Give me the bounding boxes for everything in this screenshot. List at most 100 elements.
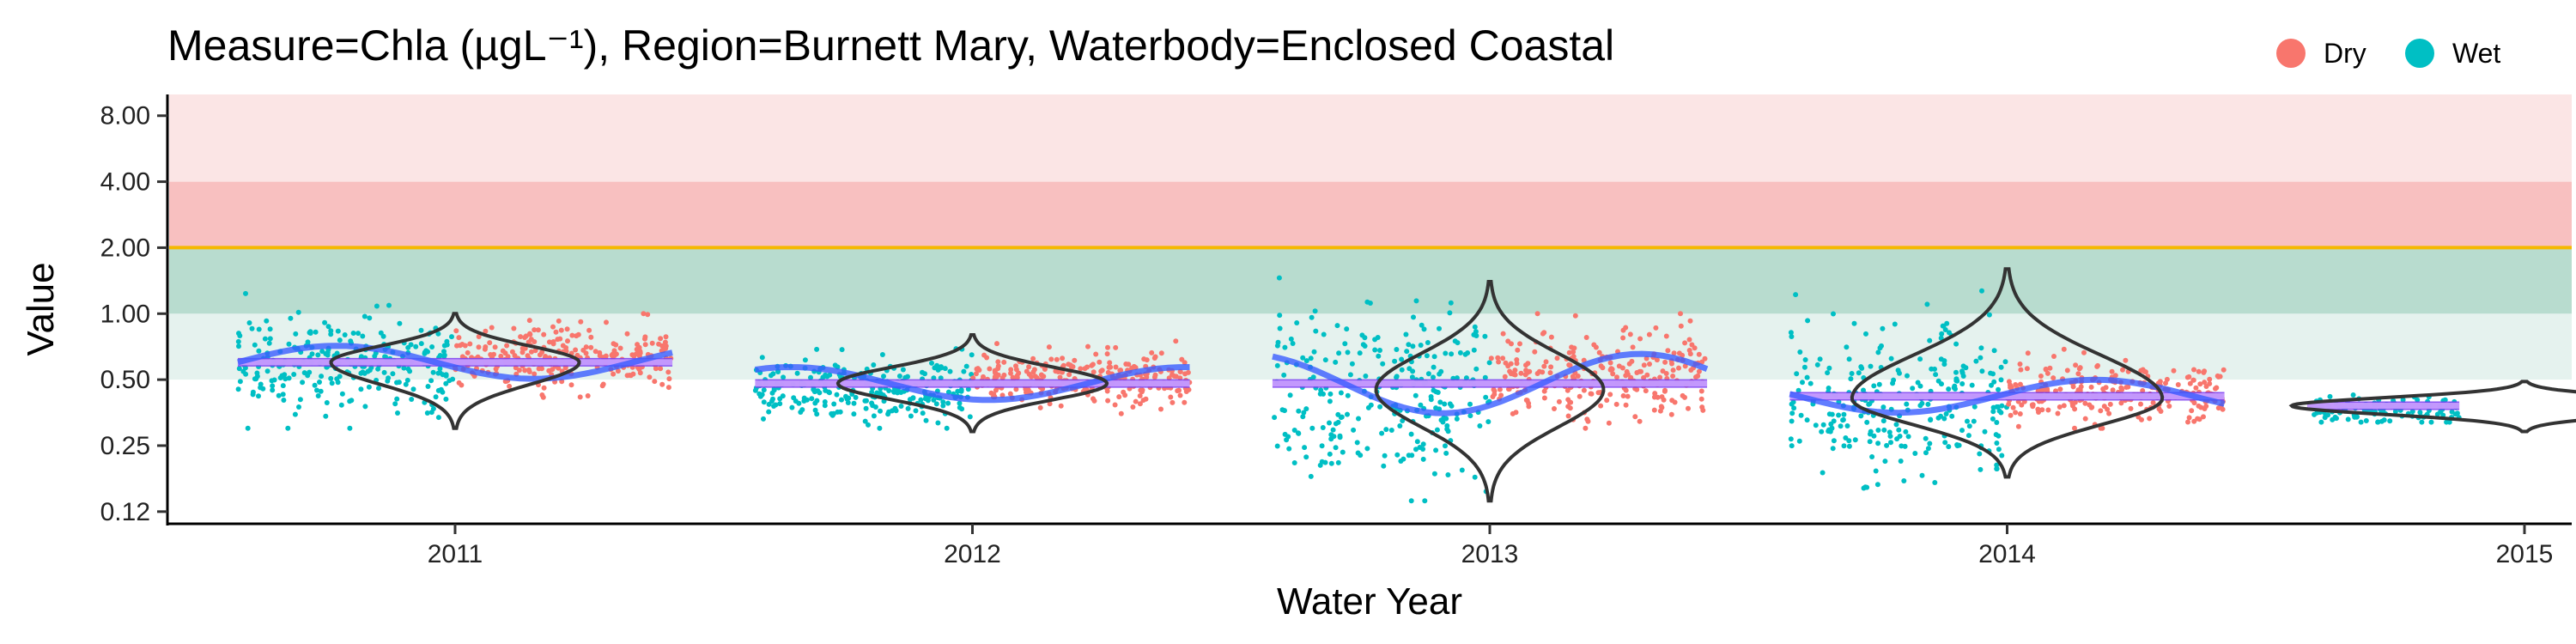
dry-point: [1665, 348, 1671, 354]
dry-point: [1584, 416, 1590, 422]
wet-point: [814, 346, 820, 352]
wet-point: [295, 309, 301, 315]
dry-point: [1093, 351, 1099, 357]
wet-point: [945, 400, 951, 406]
wet-point: [965, 386, 971, 392]
wet-point: [1413, 298, 1419, 304]
wet-point: [869, 400, 875, 406]
dry-point: [1491, 386, 1497, 392]
wet-point: [1971, 404, 1978, 410]
dry-point: [2038, 374, 2044, 379]
dry-point: [604, 319, 609, 325]
wet-point: [872, 404, 878, 410]
dry-point: [2035, 406, 2041, 412]
wet-point: [761, 399, 767, 405]
dry-point: [526, 369, 532, 374]
dry-point: [1663, 371, 1669, 376]
dry-point: [556, 318, 562, 324]
dry-point: [1105, 344, 1110, 350]
wet-point: [1804, 417, 1810, 423]
wet-point: [1443, 350, 1449, 356]
wet-point: [1990, 409, 1996, 415]
dry-point: [498, 353, 504, 359]
wet-point: [250, 389, 256, 395]
wet-point: [1377, 348, 1382, 353]
wet-point: [1949, 413, 1955, 419]
wet-point: [1425, 371, 1431, 377]
dry-point: [995, 359, 1001, 365]
wet-point: [834, 392, 840, 398]
y-axis-title: Value: [20, 262, 62, 355]
wet-point: [1994, 404, 2000, 410]
wet-point: [913, 408, 919, 414]
wet-point: [1868, 428, 1874, 434]
wet-point: [1333, 445, 1339, 451]
dry-point: [1655, 394, 1661, 400]
wet-point: [386, 375, 392, 381]
dry-point: [2018, 367, 2024, 373]
wet-point: [1826, 386, 1832, 391]
wet-point: [1319, 443, 1325, 449]
wet-point: [1408, 431, 1414, 437]
dry-point: [1046, 344, 1052, 350]
wet-point: [957, 400, 963, 406]
dry-point: [1626, 361, 1632, 367]
dry-point: [1583, 335, 1589, 340]
dry-point: [1682, 340, 1688, 346]
wet-point: [1409, 374, 1415, 380]
dry-point: [2109, 368, 2115, 374]
wet-point: [1804, 374, 1810, 380]
dry-point: [1569, 344, 1575, 350]
dry-point: [1171, 374, 1177, 380]
dry-point: [2166, 404, 2172, 409]
dry-point: [1581, 387, 1587, 393]
wet-point: [1377, 404, 1383, 410]
wet-point: [256, 393, 261, 399]
wet-point: [1875, 428, 1881, 433]
wet-point: [1912, 451, 1918, 456]
dry-point: [2013, 410, 2019, 416]
dry-point: [1619, 365, 1625, 371]
wet-point: [1452, 338, 1458, 344]
dry-point: [1532, 349, 1538, 355]
wet-point: [1789, 334, 1795, 339]
dry-point: [1007, 391, 1013, 397]
wet-point: [1841, 443, 1847, 449]
wet-point: [1935, 378, 1941, 384]
wet-point: [839, 347, 845, 353]
dry-point: [1060, 362, 1066, 368]
wet-point: [1969, 382, 1975, 388]
dry-point: [995, 363, 1001, 369]
wet-point: [246, 320, 252, 325]
wet-point: [1462, 351, 1468, 357]
wet-point: [1990, 416, 1996, 422]
dry-point: [1687, 318, 1693, 324]
dry-point: [512, 353, 518, 359]
dry-point: [1104, 388, 1110, 394]
wet-point: [1817, 356, 1823, 362]
wet-point: [360, 333, 366, 339]
dry-point: [1122, 392, 1128, 398]
wet-point: [281, 398, 287, 403]
wet-point: [1394, 452, 1400, 458]
wet-point: [1965, 433, 1971, 439]
wet-point: [1290, 341, 1296, 346]
dry-point: [1105, 398, 1111, 404]
dry-point: [456, 335, 462, 341]
dry-point: [505, 354, 511, 360]
wet-point: [435, 387, 441, 393]
dry-point: [1085, 343, 1091, 349]
wet-point: [328, 375, 334, 381]
wet-point: [1406, 453, 1412, 459]
dry-point: [588, 334, 594, 340]
dry-point: [1097, 359, 1103, 365]
dry-point: [573, 347, 579, 353]
wet-point: [1794, 371, 1800, 377]
wet-point: [403, 381, 409, 387]
dry-point: [1548, 334, 1554, 340]
dry-point: [532, 371, 538, 377]
wet-point: [1994, 420, 2000, 425]
wet-point: [1274, 343, 1280, 349]
wet-point: [1381, 463, 1387, 469]
dry-point: [1514, 361, 1520, 367]
